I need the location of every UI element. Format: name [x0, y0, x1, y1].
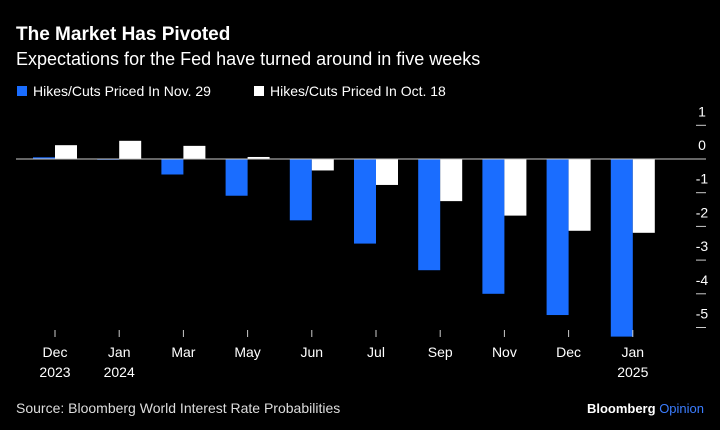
- bar-nov29: [610, 159, 633, 337]
- y-tick-label: -3: [696, 238, 709, 254]
- bar-nov29: [482, 159, 505, 294]
- x-tick-year-label: 2023: [39, 364, 70, 380]
- chart-title: The Market Has Pivoted: [16, 24, 230, 45]
- bar-oct18: [504, 159, 527, 216]
- x-tick-label: Sep: [428, 344, 453, 360]
- bar-oct18: [568, 159, 591, 231]
- legend-swatch-nov29: [17, 86, 27, 96]
- bar-nov29: [418, 159, 441, 271]
- x-tick-label: Dec: [556, 344, 581, 360]
- logo-accent: Opinion: [659, 401, 704, 416]
- legend-label-nov29: Hikes/Cuts Priced In Nov. 29: [33, 83, 211, 99]
- y-tick-label: -2: [696, 204, 709, 220]
- y-tick-label: -5: [696, 306, 709, 322]
- x-tick-label: Mar: [171, 344, 195, 360]
- bar-nov29: [225, 159, 248, 196]
- bar-oct18: [247, 156, 270, 159]
- x-tick-label: Jul: [367, 344, 385, 360]
- x-tick-label: Dec: [43, 344, 68, 360]
- x-tick-year-label: 2024: [104, 364, 135, 380]
- x-tick-year-label: 2025: [617, 364, 648, 380]
- x-tick-label: Nov: [492, 344, 517, 360]
- legend-label-oct18: Hikes/Cuts Priced In Oct. 18: [270, 83, 446, 99]
- bloomberg-opinion-logo: Bloomberg Opinion: [587, 401, 704, 416]
- legend-swatch-oct18: [254, 86, 264, 96]
- x-tick-label: Jan: [108, 344, 131, 360]
- bar-oct18: [376, 159, 398, 185]
- x-tick-label: Jun: [301, 344, 324, 360]
- bar-oct18: [440, 159, 463, 202]
- bar-nov29: [546, 159, 569, 316]
- bar-oct18: [632, 159, 655, 233]
- bar-oct18: [119, 140, 142, 159]
- y-tick-label: 0: [698, 137, 706, 153]
- bar-nov29: [354, 159, 376, 244]
- source-note: Source: Bloomberg World Interest Rate Pr…: [16, 400, 340, 416]
- bar-oct18: [311, 159, 334, 171]
- x-tick-label: Jan: [622, 344, 645, 360]
- logo-brand: Bloomberg: [587, 401, 656, 416]
- y-tick-label: -1: [696, 171, 709, 187]
- bar-nov29: [33, 157, 55, 159]
- x-tick-label: May: [234, 344, 260, 360]
- bar-oct18: [183, 145, 206, 159]
- legend: Hikes/Cuts Priced In Nov. 29 Hikes/Cuts …: [17, 83, 446, 99]
- chart-subtitle: Expectations for the Fed have turned aro…: [16, 49, 480, 69]
- y-tick-label: -4: [696, 272, 709, 288]
- y-tick-label: 1: [698, 103, 706, 119]
- bar-nov29: [161, 159, 184, 175]
- bar-nov29: [289, 159, 312, 221]
- bar-oct18: [55, 145, 77, 159]
